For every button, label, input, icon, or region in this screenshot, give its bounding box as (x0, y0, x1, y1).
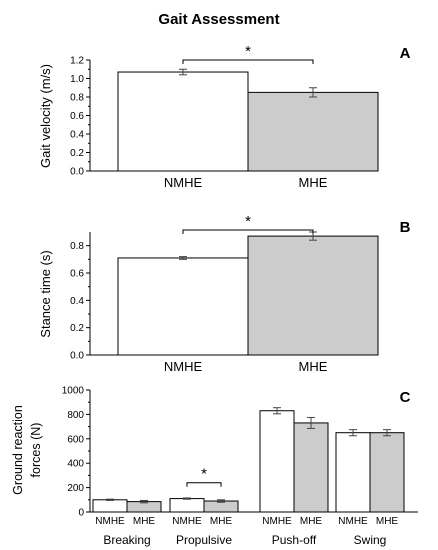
figure-title: Gait Assessment (158, 11, 279, 28)
panel-c-y-tick-label: 200 (67, 483, 84, 494)
bar-propulsive-nmhe (169, 498, 205, 513)
panel-letter: C (400, 389, 411, 406)
panel-c: 0 200 400 600 800 1000 NMHE MHE Breaking NMHE MHE P… (11, 386, 418, 547)
y-axis-label: Stance time (s) (38, 250, 53, 337)
group-label: Propulsive (176, 533, 232, 547)
panel-a-y-tick-label: 1.2 (70, 56, 84, 67)
bar-breaking-nmhe (92, 499, 128, 513)
panel-b-y-tick-label: 0.8 (70, 241, 84, 252)
panel-c-y-tick-label: 800 (67, 410, 84, 421)
panel-b-y-tick-label: 0.2 (70, 323, 84, 334)
category-label: MHE (299, 359, 328, 374)
significance-marker: * (245, 43, 251, 60)
category-label: NMHE (164, 359, 203, 374)
bar-swing-nmhe (335, 432, 371, 513)
panel-b-y-tick-label: 0.4 (70, 296, 84, 307)
significance-bracket (182, 229, 314, 234)
panel-a-y-tick-label: 0.4 (70, 130, 84, 141)
subcategory-label: NMHE (338, 516, 368, 527)
significance-bracket (186, 482, 222, 487)
panel-a: 0.0 0.2 0.4 0.6 0.8 1.0 1.2 NMHE MHE * Gait veloci… (38, 43, 411, 190)
subcategory-label: MHE (210, 516, 233, 527)
panel-a-y-tick-label: 0.6 (70, 111, 84, 122)
panel-a-y-tick-label: 0.2 (70, 148, 84, 159)
bar-push-off-mhe (293, 422, 329, 513)
subcategory-label: MHE (300, 516, 323, 527)
bar-nmhe (117, 71, 249, 172)
panel-c-y-tick-label: 0 (78, 508, 84, 519)
subcategory-label: MHE (376, 516, 399, 527)
panel-b: 0.0 0.2 0.4 0.6 0.8 NMHE MHE * Stance time (s) B (38, 213, 411, 374)
panel-letter: A (400, 45, 411, 62)
category-label: NMHE (164, 175, 203, 190)
panel-c-y-tick-label: 600 (67, 434, 84, 445)
panel-c-y-tick-label: 400 (67, 459, 84, 470)
subcategory-label: NMHE (172, 516, 202, 527)
group-label: Breaking (103, 533, 150, 547)
panel-a-y-tick-label: 0.0 (70, 167, 84, 178)
bar-swing-mhe (369, 432, 405, 513)
significance-marker: * (201, 466, 207, 483)
significance-bracket (182, 59, 314, 64)
bar-mhe (247, 91, 379, 172)
group-label: Swing (354, 533, 387, 547)
subcategory-label: MHE (133, 516, 156, 527)
chart-panels: 0.0 0.2 0.4 0.6 0.8 1.0 1.2 NMHE MHE * Gait veloci… (11, 43, 418, 547)
y-axis-label: Gait velocity (m/s) (38, 64, 53, 168)
category-label: MHE (299, 175, 328, 190)
panel-a-y-tick-label: 0.8 (70, 93, 84, 104)
significance-marker: * (245, 213, 251, 230)
y-axis-label-line-2: forces (N) (29, 423, 43, 478)
panel-b-y-tick-label: 0.6 (70, 269, 84, 280)
panel-a-y-tick-label: 1.0 (70, 74, 84, 85)
bar-nmhe (117, 257, 249, 356)
panel-letter: B (400, 219, 411, 236)
panel-c-y-tick-label: 1000 (62, 386, 85, 397)
panel-b-y-tick-label: 0.0 (70, 351, 84, 362)
group-label: Push-off (272, 533, 317, 547)
subcategory-label: NMHE (95, 516, 125, 527)
subcategory-label: NMHE (262, 516, 292, 527)
bar-mhe (247, 235, 379, 356)
y-axis-label-line-1: Ground reaction (11, 405, 25, 495)
bar-push-off-nmhe (259, 410, 295, 513)
